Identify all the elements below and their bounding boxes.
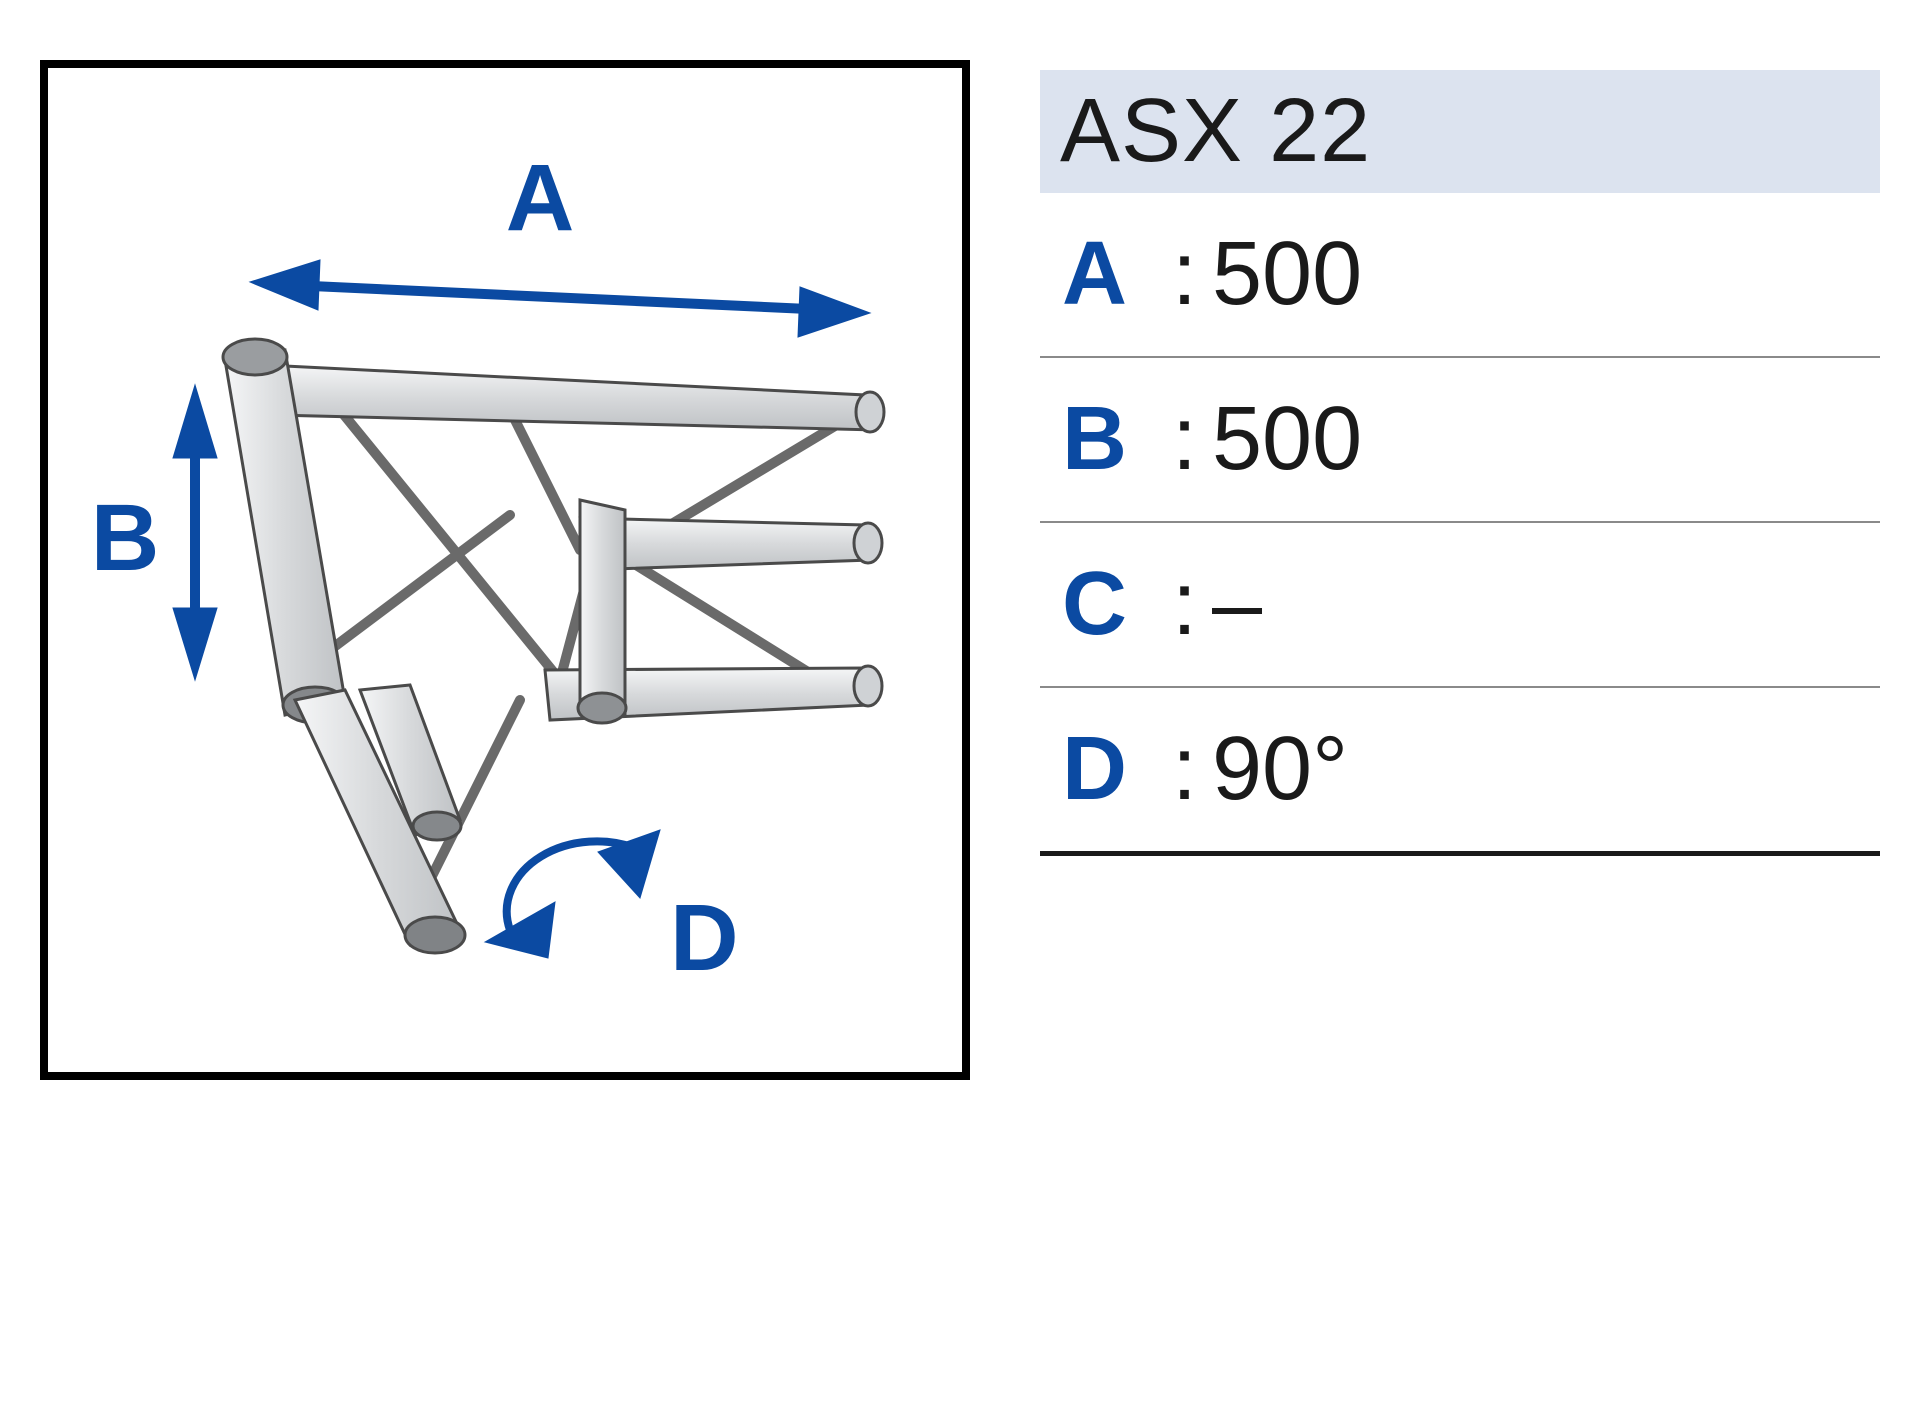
spec-row: A : 500 (1040, 193, 1880, 358)
truss-diagram: A B D (40, 60, 970, 1080)
spec-colon: : (1172, 553, 1212, 656)
spec-key: C (1062, 553, 1172, 656)
spec-key: D (1062, 718, 1172, 821)
diagram-panel: A B D (40, 60, 970, 1085)
dim-label-a: A (506, 145, 575, 251)
spec-value: 500 (1212, 223, 1362, 326)
spec-value: – (1212, 553, 1262, 656)
product-title: ASX 22 (1040, 70, 1880, 193)
spec-row: C : – (1040, 523, 1880, 688)
spec-value: 500 (1212, 388, 1362, 491)
spec-value: 90° (1212, 718, 1348, 821)
dim-label-b: B (91, 485, 160, 591)
spec-key: B (1062, 388, 1172, 491)
spec-colon: : (1172, 388, 1212, 491)
dim-label-d: D (670, 885, 739, 991)
spec-table: ASX 22 A : 500 B : 500 C : – D : 90° (1040, 70, 1880, 856)
spec-row: B : 500 (1040, 358, 1880, 523)
spec-colon: : (1172, 223, 1212, 326)
spec-key: A (1062, 223, 1172, 326)
spec-colon: : (1172, 718, 1212, 821)
spec-row: D : 90° (1040, 688, 1880, 856)
